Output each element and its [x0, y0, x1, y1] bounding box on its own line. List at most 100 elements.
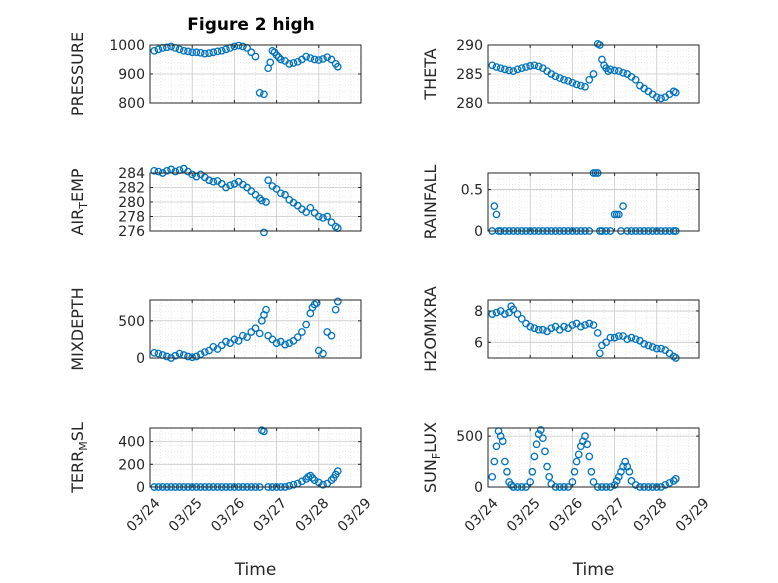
- data-point: [488, 61, 497, 70]
- data-point: [285, 59, 294, 68]
- x-axis-label: Time: [234, 560, 277, 580]
- y-tick-label: 500: [118, 314, 145, 330]
- data-point: [640, 340, 648, 348]
- data-point: [532, 440, 541, 449]
- data-point: [587, 467, 596, 476]
- data-point: [222, 337, 230, 346]
- y-tick-label: 278: [118, 210, 145, 226]
- data-point: [314, 212, 323, 221]
- data-point: [614, 67, 623, 75]
- data-point: [150, 166, 159, 175]
- data-point: [547, 324, 556, 333]
- data-point: [260, 90, 268, 99]
- data-point: [568, 321, 577, 329]
- data-point: [610, 481, 619, 489]
- data-point: [175, 166, 184, 174]
- data-point: [163, 43, 171, 52]
- data-point: [528, 467, 537, 476]
- data-point: [333, 467, 342, 475]
- data-point: [306, 471, 315, 480]
- data-point: [302, 208, 310, 216]
- data-point: [530, 61, 539, 70]
- data-point: [319, 55, 327, 63]
- y-axis-label: AIRTEMP: [68, 168, 90, 235]
- data-point: [230, 335, 239, 344]
- data-point: [302, 320, 310, 329]
- data-point: [541, 447, 549, 456]
- data-point: [213, 47, 222, 56]
- data-point: [201, 348, 209, 356]
- data-point: [175, 349, 184, 358]
- data-point: [547, 70, 556, 78]
- data-point: [281, 340, 289, 349]
- y-axis-label: THETA: [421, 48, 440, 100]
- x-tick-label: 03/24: [124, 495, 164, 535]
- data-point: [545, 472, 554, 481]
- data-point: [306, 54, 315, 62]
- data-points: [150, 297, 342, 362]
- data-point: [606, 65, 615, 74]
- data-point: [671, 475, 680, 483]
- data-point: [262, 305, 270, 314]
- axes-box: [487, 427, 700, 488]
- data-point: [657, 344, 665, 353]
- data-point: [498, 437, 507, 446]
- data-point: [192, 352, 201, 361]
- data-point: [289, 480, 298, 489]
- data-point: [272, 185, 281, 193]
- data-point: [302, 52, 310, 61]
- data-point: [526, 322, 535, 331]
- data-point: [503, 467, 511, 476]
- data-point: [154, 349, 163, 358]
- data-point: [222, 183, 230, 192]
- data-point: [262, 198, 270, 206]
- data-point: [209, 48, 218, 57]
- data-point: [492, 63, 501, 71]
- data-point: [501, 457, 509, 466]
- x-tick-label: 03/28: [631, 495, 671, 535]
- data-points: [488, 426, 680, 491]
- data-point: [205, 49, 213, 57]
- data-point: [251, 52, 260, 61]
- y-axis-label: PRESSURE: [68, 32, 87, 116]
- figure-title: Figure 2 high: [187, 15, 315, 35]
- data-point: [492, 210, 501, 219]
- y-tick-label: 800: [118, 96, 145, 112]
- chart-mixdepth: 0 500 MIXDEPTH: [68, 287, 362, 371]
- y-tick-label: 276: [118, 224, 145, 240]
- data-point: [251, 324, 260, 333]
- data-point: [327, 331, 336, 340]
- chart-pressure: 800 900 1000 PRESSURE: [68, 32, 362, 116]
- data-point: [555, 74, 564, 82]
- y-tick-label: 282: [118, 181, 145, 197]
- y-tick-label: 6: [474, 335, 483, 351]
- data-point: [255, 194, 264, 203]
- data-point: [319, 480, 327, 489]
- data-point: [530, 324, 539, 333]
- data-point: [264, 331, 273, 340]
- data-point: [323, 53, 332, 62]
- data-point: [602, 338, 611, 347]
- data-point: [319, 349, 327, 358]
- data-point: [551, 72, 560, 81]
- data-point: [298, 477, 306, 486]
- data-point: [610, 66, 619, 75]
- data-point: [572, 457, 581, 466]
- data-point: [539, 325, 547, 334]
- data-point: [612, 477, 621, 485]
- data-point: [669, 352, 678, 361]
- data-point: [623, 335, 632, 344]
- y-tick-label: 284: [118, 166, 145, 182]
- data-point: [264, 176, 273, 185]
- data-point: [671, 88, 680, 97]
- y-tick-label: 200: [118, 457, 145, 473]
- chart-h2omixra: 6 8 H2OMIXRA: [421, 286, 700, 372]
- y-tick-label: 900: [118, 67, 145, 83]
- data-point: [188, 170, 197, 179]
- data-point: [534, 325, 543, 334]
- data-point: [625, 467, 634, 476]
- data-points: [488, 302, 680, 362]
- data-point: [564, 77, 573, 85]
- data-points: [488, 39, 680, 103]
